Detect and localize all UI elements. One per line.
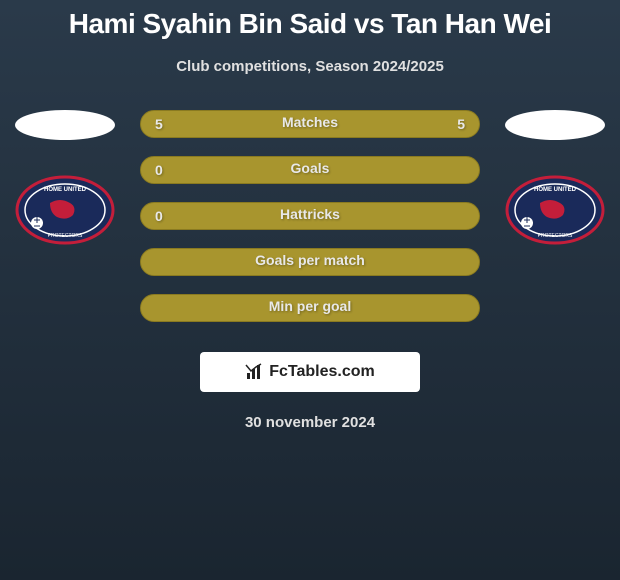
player-left-club-logo: HOME UNITED PROTECTORS [15,175,115,245]
player-left-column: HOME UNITED PROTECTORS [10,110,120,245]
stat-row-hattricks: 0 Hattricks [140,202,480,230]
player-right-column: HOME UNITED PROTECTORS [500,110,610,245]
stat-row-min-per-goal: Min per goal [140,294,480,322]
svg-text:HOME UNITED: HOME UNITED [44,187,87,193]
source-badge: FcTables.com [200,352,420,392]
home-united-logo-icon: HOME UNITED PROTECTORS [15,175,115,245]
comparison-card: Hami Syahin Bin Said vs Tan Han Wei Club… [0,0,620,431]
stat-row-matches: 5 5 Matches [140,110,480,138]
stat-label: Hattricks [280,206,340,222]
subtitle: Club competitions, Season 2024/2025 [0,58,620,75]
player-right-club-logo: HOME UNITED PROTECTORS [505,175,605,245]
stat-row-goals: 0 Goals [140,156,480,184]
stat-label: Min per goal [269,298,351,314]
stat-left-value: 0 [155,162,163,178]
page-title: Hami Syahin Bin Said vs Tan Han Wei [0,8,620,40]
svg-text:PROTECTORS: PROTECTORS [48,233,83,239]
bar-chart-icon [245,363,265,381]
stat-row-goals-per-match: Goals per match [140,248,480,276]
stat-right-value: 5 [457,116,465,132]
svg-text:HOME UNITED: HOME UNITED [534,187,577,193]
stat-left-value: 5 [155,116,163,132]
player-left-avatar [15,110,115,140]
date-text: 30 november 2024 [0,414,620,431]
stat-label: Goals per match [255,252,365,268]
stat-left-value: 0 [155,208,163,224]
stats-column: 5 5 Matches 0 Goals 0 Hattricks [120,110,500,322]
main-area: HOME UNITED PROTECTORS 5 5 Matches 0 Goa… [0,110,620,322]
svg-text:PROTECTORS: PROTECTORS [538,233,573,239]
home-united-logo-icon: HOME UNITED PROTECTORS [505,175,605,245]
stat-label: Matches [282,114,338,130]
player-right-avatar [505,110,605,140]
source-label: FcTables.com [269,363,375,381]
stat-label: Goals [291,160,330,176]
